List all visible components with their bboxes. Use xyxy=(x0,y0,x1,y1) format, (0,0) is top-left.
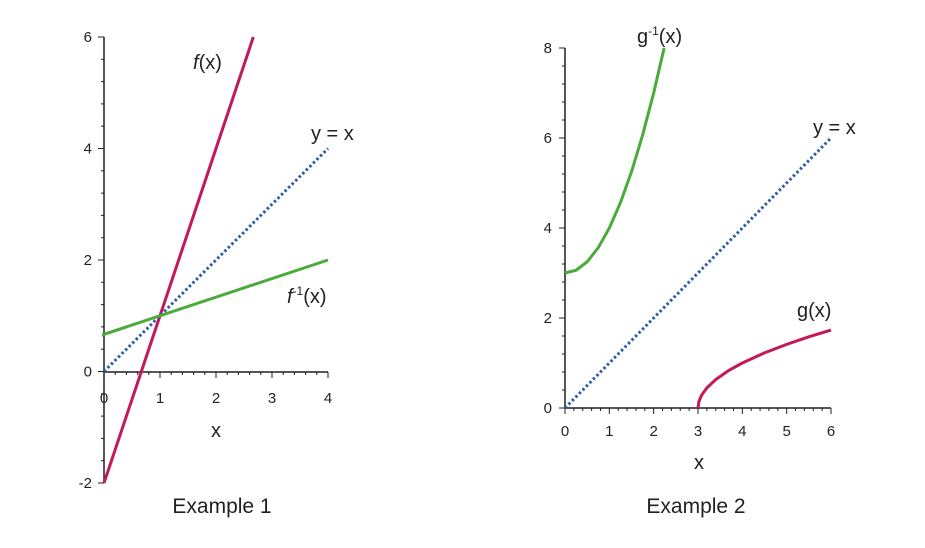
x-tick-label: 1 xyxy=(605,423,613,440)
series-label-3: g(x) xyxy=(797,300,831,322)
y-tick-label: 0 xyxy=(544,400,552,417)
y-tick-label: 6 xyxy=(84,29,92,46)
series-label-2: y = x xyxy=(813,117,856,139)
y-tick-label: 0 xyxy=(84,364,92,381)
chart-caption: Example 1 xyxy=(172,495,271,518)
x-tick-label: 4 xyxy=(324,390,332,407)
y-tick-label: 4 xyxy=(84,141,92,158)
x-tick-label: 0 xyxy=(100,390,108,407)
y-tick-label: 2 xyxy=(84,252,92,269)
series-label-2: y = x xyxy=(311,123,354,145)
chart-panel-1: 0 1 2 3 4 -2 0 2 4 6 f(x) y = x f-1(x) x Example 1 xyxy=(79,29,354,518)
series-line-1 xyxy=(102,36,255,484)
series-label-1: f(x) xyxy=(193,52,222,74)
y-tick-label: 6 xyxy=(544,130,552,147)
x-tick-label: 3 xyxy=(694,423,702,440)
chart-caption: Example 2 xyxy=(646,495,745,518)
y-tick-label: 4 xyxy=(544,220,552,237)
x-tick-label: 4 xyxy=(738,423,746,440)
x-tick-label: 5 xyxy=(782,423,790,440)
series-label-1: g-1(x) xyxy=(637,24,682,48)
x-axis-title: x xyxy=(211,420,221,442)
x-tick-label: 3 xyxy=(268,390,276,407)
series-line-3 xyxy=(696,328,832,409)
series-line-2 xyxy=(102,147,330,373)
y-tick-label: 2 xyxy=(544,310,552,327)
series-line-1 xyxy=(564,47,666,275)
x-tick-label: 1 xyxy=(156,390,164,407)
series-line-2 xyxy=(563,136,833,410)
x-tick-label: 2 xyxy=(649,423,657,440)
y-tick-label: 8 xyxy=(544,40,552,57)
x-tick-label: 2 xyxy=(212,390,220,407)
series-line-3 xyxy=(102,258,329,337)
x-axis-title: x xyxy=(694,452,704,474)
series-label-3: f-1(x) xyxy=(287,284,327,308)
x-tick-label: 0 xyxy=(561,423,569,440)
y-tick-label: -2 xyxy=(79,475,92,492)
x-tick-label: 6 xyxy=(827,423,835,440)
chart-panel-2: 0 1 2 3 4 5 6 0 2 4 6 8 g-1(x) y = x g(x) x Example 2 xyxy=(544,24,856,518)
